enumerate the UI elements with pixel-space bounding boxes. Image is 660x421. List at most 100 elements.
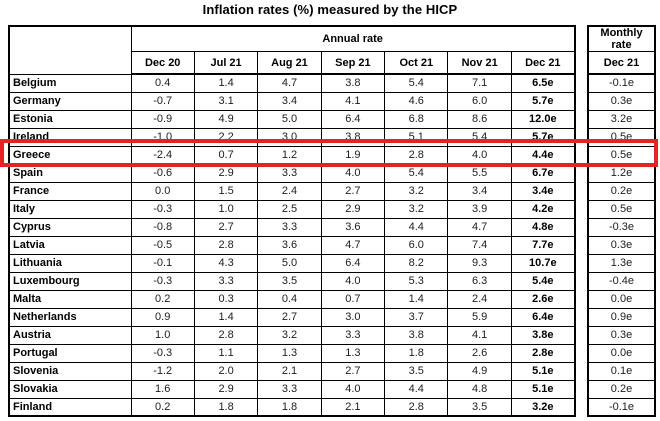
annual-value-cell: 3.4	[257, 91, 322, 111]
monthly-row-malta: 0.0e	[587, 289, 656, 309]
country-label-cyprus: Cyprus	[8, 217, 132, 237]
annual-value-cell: 3.6	[257, 235, 322, 255]
annual-value-cell: 3.8	[384, 325, 449, 345]
annual-value-cell: 3.0	[320, 307, 386, 327]
annual-value-cell: 4.7	[257, 73, 322, 93]
annual-value-cell: 2.7	[257, 307, 322, 327]
annual-value-cell: 2.8e	[510, 343, 576, 363]
monthly-row-germany: 0.3e	[587, 91, 656, 111]
monthly-row-italy: 0.5e	[587, 199, 656, 219]
table-row-cyprus: Cyprus -0.8 2.7 3.3 3.6 4.4 4.7 4.8e	[8, 217, 576, 237]
annual-value-cell: 2.4	[447, 289, 512, 309]
monthly-value-cell: 0.0e	[587, 289, 656, 309]
monthly-row-belgium: -0.1e	[587, 73, 656, 93]
annual-value-cell: 12.0e	[510, 109, 576, 129]
monthly-value-cell: 0.0e	[587, 343, 656, 363]
annual-value-cell: 3.8	[320, 127, 386, 147]
annual-value-cell: 6.4	[320, 253, 386, 273]
annual-value-cell: 5.4e	[510, 271, 576, 291]
monthly-value-cell: -0.4e	[587, 271, 656, 291]
annual-value-cell: 4.9	[447, 361, 512, 381]
country-label-slovakia: Slovakia	[8, 379, 132, 399]
country-label-france: France	[8, 181, 132, 201]
annual-value-cell: 3.5	[257, 271, 322, 291]
annual-rate-group-header: Annual rate	[130, 25, 576, 52]
annual-value-cell: 1.4	[193, 73, 259, 93]
annual-value-cell: 5.7e	[510, 127, 576, 147]
annual-value-cell: 1.0	[193, 199, 259, 219]
annual-value-cell: 0.7	[320, 289, 386, 309]
annual-value-cell: 4.8	[447, 379, 512, 399]
monthly-value-cell: 0.3e	[587, 235, 656, 255]
annual-value-cell: 4.9	[193, 109, 259, 129]
annual-value-cell: 10.7e	[510, 253, 576, 273]
column-header-aug-21: Aug 21	[257, 51, 322, 75]
table-row-slovenia: Slovenia -1.2 2.0 2.1 2.7 3.5 4.9 5.1e	[8, 361, 576, 381]
monthly-value-cell: 1.2e	[587, 163, 656, 183]
annual-value-cell: 5.4	[384, 73, 449, 93]
annual-value-cell: 4.4e	[510, 145, 576, 165]
country-label-malta: Malta	[8, 289, 132, 309]
annual-value-cell: -0.3	[130, 199, 195, 219]
monthly-rate-column-header: Dec 21	[587, 51, 656, 75]
annual-value-cell: 7.7e	[510, 235, 576, 255]
annual-value-cell: 1.8	[257, 397, 322, 417]
country-label-luxembourg: Luxembourg	[8, 271, 132, 291]
country-label-ireland: Ireland	[8, 127, 132, 147]
table-row-slovakia: Slovakia 1.6 2.9 3.3 4.0 4.4 4.8 5.1e	[8, 379, 576, 399]
annual-value-cell: 3.2	[257, 325, 322, 345]
annual-value-cell: 8.2	[384, 253, 449, 273]
annual-value-cell: 1.6	[130, 379, 195, 399]
column-header-sep-21: Sep 21	[320, 51, 386, 75]
annual-value-cell: 2.9	[193, 379, 259, 399]
annual-value-cell: 2.7	[320, 361, 386, 381]
monthly-row-france: 0.2e	[587, 181, 656, 201]
table-row-estonia: Estonia -0.9 4.9 5.0 6.4 6.8 8.6 12.0e	[8, 109, 576, 129]
column-header-dec-20: Dec 20	[130, 51, 195, 75]
monthly-row-lithuania: 1.3e	[587, 253, 656, 273]
annual-value-cell: 1.3	[320, 343, 386, 363]
annual-value-cell: 4.0	[320, 271, 386, 291]
monthly-value-cell: 0.1e	[587, 361, 656, 381]
annual-value-cell: 3.7	[384, 307, 449, 327]
annual-value-cell: 6.0	[384, 235, 449, 255]
monthly-row-slovenia: 0.1e	[587, 361, 656, 381]
annual-value-cell: 2.4	[257, 181, 322, 201]
annual-value-cell: 1.2	[257, 145, 322, 165]
column-header-oct-21: Oct 21	[384, 51, 449, 75]
annual-value-cell: 3.9	[447, 199, 512, 219]
annual-value-cell: -1.0	[130, 127, 195, 147]
annual-value-cell: 0.7	[193, 145, 259, 165]
annual-value-cell: -2.4	[130, 145, 195, 165]
annual-value-cell: 2.1	[257, 361, 322, 381]
annual-value-cell: 2.2	[193, 127, 259, 147]
annual-value-cell: -1.2	[130, 361, 195, 381]
table-row-netherlands: Netherlands 0.9 1.4 2.7 3.0 3.7 5.9 6.4e	[8, 307, 576, 327]
country-label-netherlands: Netherlands	[8, 307, 132, 327]
annual-value-cell: 2.8	[193, 235, 259, 255]
annual-value-cell: 5.4	[384, 163, 449, 183]
annual-value-cell: 3.2	[384, 199, 449, 219]
monthly-row-cyprus: -0.3e	[587, 217, 656, 237]
annual-value-cell: -0.5	[130, 235, 195, 255]
country-label-greece: Greece	[8, 145, 132, 165]
table-row-spain: Spain -0.6 2.9 3.3 4.0 5.4 5.5 6.7e	[8, 163, 576, 183]
annual-value-cell: 3.5	[447, 397, 512, 417]
table-row-italy: Italy -0.3 1.0 2.5 2.9 3.2 3.9 4.2e	[8, 199, 576, 219]
annual-value-cell: 5.0	[257, 253, 322, 273]
monthly-row-ireland: 0.5e	[587, 127, 656, 147]
annual-value-cell: -0.8	[130, 217, 195, 237]
annual-value-cell: 3.1	[193, 91, 259, 111]
table-row-portugal: Portugal -0.3 1.1 1.3 1.3 1.8 2.6 2.8e	[8, 343, 576, 363]
annual-value-cell: 2.1	[320, 397, 386, 417]
annual-value-cell: 4.1	[320, 91, 386, 111]
annual-value-cell: 5.1e	[510, 379, 576, 399]
annual-value-cell: 3.6	[320, 217, 386, 237]
annual-value-cell: 0.0	[130, 181, 195, 201]
monthly-row-netherlands: 0.9e	[587, 307, 656, 327]
country-label-italy: Italy	[8, 199, 132, 219]
country-label-austria: Austria	[8, 325, 132, 345]
monthly-value-cell: 0.9e	[587, 307, 656, 327]
annual-value-cell: -0.3	[130, 343, 195, 363]
inflation-monthly-table: Monthly rate Dec 21 -0.1e 0.3e 3.2e 0.5e 0.5…	[587, 25, 656, 417]
